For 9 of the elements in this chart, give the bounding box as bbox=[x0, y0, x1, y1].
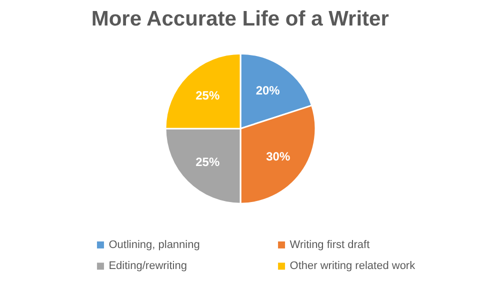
legend-label: Outlining, planning bbox=[108, 238, 200, 251]
chart-title: More Accurate Life of a Writer bbox=[91, 8, 389, 30]
data-label: 25% bbox=[196, 154, 220, 169]
data-label: 25% bbox=[196, 88, 220, 102]
data-label: 20% bbox=[256, 84, 280, 98]
legend-label: Writing first draft bbox=[290, 238, 370, 251]
data-label: 30% bbox=[266, 149, 290, 164]
legend-label: Editing/rewriting bbox=[108, 260, 187, 272]
legend-label: Other writing related work bbox=[290, 260, 416, 272]
